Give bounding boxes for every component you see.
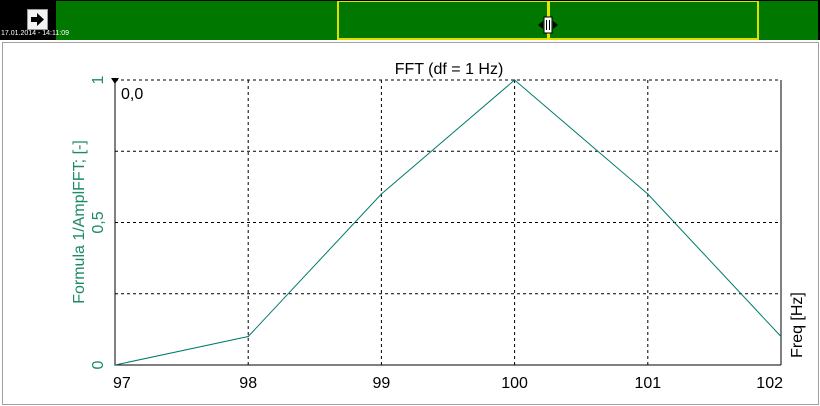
recording-timestamp: 17.01.2014 - 14:11:09 (1, 30, 69, 37)
y-axis-label: Formula 1/AmplFFT; [-] (71, 140, 88, 304)
drag-handle-icon[interactable] (538, 15, 558, 35)
chart-title: FFT (df = 1 Hz) (395, 61, 504, 78)
x-axis-label: Freq [Hz] (789, 292, 806, 358)
tick-labels-layer: 97 98 99 100 101 102 0 0,5 1 (90, 75, 783, 392)
axes-layer (111, 78, 782, 366)
fft-chart[interactable]: 97 98 99 100 101 102 0 0,5 1 FFT (df = 1 Hz) For… (3, 43, 818, 404)
plot-panel: 97 98 99 100 101 102 0 0,5 1 FFT (df = 1 Hz) For… (2, 42, 819, 405)
x-tick-label: 102 (756, 375, 783, 392)
x-tick-label: 97 (113, 375, 131, 392)
y-tick-label: 0 (90, 360, 107, 369)
x-tick-label: 99 (373, 375, 391, 392)
data-point (247, 335, 249, 338)
y-axis-marker-icon (111, 78, 119, 84)
data-point (513, 79, 516, 81)
data-point (780, 335, 782, 338)
series-line-0 (114, 79, 782, 366)
nav-arrow-button[interactable] (27, 9, 48, 30)
x-tick-label: 100 (501, 375, 528, 392)
grid-layer (115, 79, 781, 365)
y-tick-label: 0,5 (90, 211, 107, 233)
cursor-readout: 0,0 (121, 86, 143, 103)
overview-toolbar: 17.01.2014 - 14:11:09 (0, 0, 820, 40)
time-overview-strip[interactable] (56, 1, 818, 40)
data-point (114, 364, 116, 366)
y-tick-label: 1 (90, 75, 107, 84)
x-tick-label: 98 (239, 375, 257, 392)
data-point (647, 193, 649, 195)
x-tick-label: 101 (634, 375, 661, 392)
arrow-right-icon (31, 13, 44, 26)
series-layer (114, 79, 782, 366)
data-point (380, 193, 383, 195)
